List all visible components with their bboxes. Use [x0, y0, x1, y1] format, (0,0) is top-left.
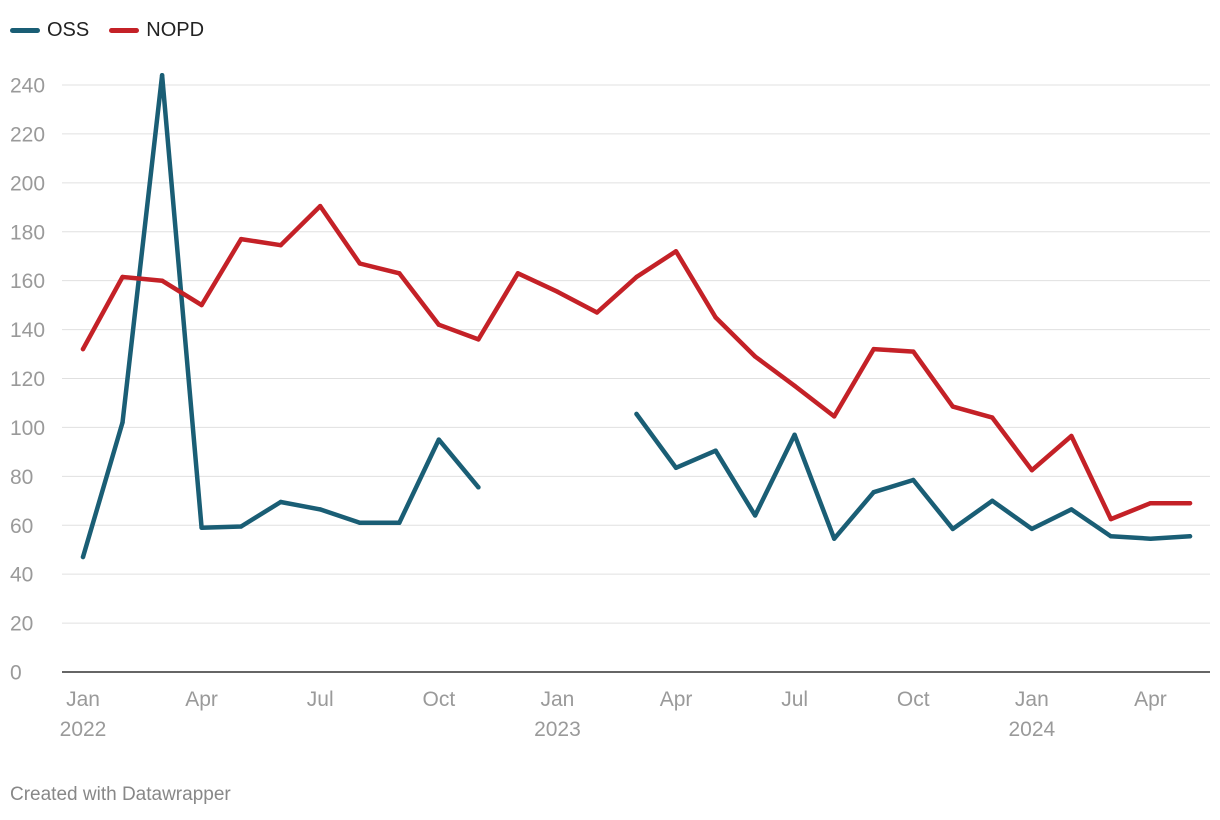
data-point-nopd [1108, 516, 1114, 522]
x-tick-label: Apr [1134, 688, 1167, 711]
data-point-nopd [911, 349, 916, 354]
data-point-nopd [436, 322, 441, 327]
data-point-nopd [515, 271, 521, 276]
data-point-nopd [752, 354, 758, 359]
x-tick-label: Jan [66, 688, 100, 711]
data-point-oss [1029, 526, 1035, 532]
data-point-nopd [1029, 468, 1035, 473]
data-point-oss [199, 525, 204, 530]
data-point-nopd [199, 302, 204, 308]
y-tick-label: 60 [10, 515, 33, 538]
data-point-oss [436, 437, 441, 442]
y-tick-label: 40 [10, 564, 33, 587]
x-tick-label: Oct [422, 688, 455, 711]
data-point-nopd [397, 271, 402, 276]
legend: OSS NOPD [10, 16, 224, 44]
x-tick-label: Apr [185, 688, 218, 711]
data-point-oss [1187, 534, 1193, 539]
data-point-oss [792, 432, 797, 437]
series-line-nopd [80, 203, 1193, 522]
legend-swatch-nopd [109, 27, 140, 33]
y-tick-label: 80 [10, 466, 33, 489]
data-point-oss [397, 520, 402, 525]
data-point-oss [1148, 536, 1153, 541]
data-point-nopd [950, 404, 955, 409]
credit-text: Created with Datawrapper [10, 784, 231, 805]
data-point-oss [871, 490, 876, 495]
legend-item-nopd[interactable]: NOPD [109, 19, 204, 42]
data-point-oss [357, 520, 362, 525]
y-tick-label: 200 [10, 172, 45, 195]
data-point-nopd [713, 315, 718, 320]
data-point-nopd [1148, 501, 1153, 506]
data-point-oss [159, 73, 165, 78]
x-tick-year-label: 2024 [1008, 718, 1055, 741]
y-tick-label: 20 [10, 613, 33, 636]
data-point-oss [1069, 507, 1074, 512]
x-axis: Jan 2022 Apr Jul Oct Jan 2023 Apr Jul Oct Jan 2024 A… [60, 671, 1210, 741]
legend-label-oss: OSS [47, 18, 90, 41]
series-layer [80, 72, 1193, 560]
data-point-oss [832, 536, 837, 541]
y-tick-label: 120 [10, 368, 45, 391]
data-point-nopd [792, 383, 797, 388]
data-point-nopd [634, 274, 639, 280]
y-tick-label: 140 [10, 319, 45, 342]
data-point-oss [990, 498, 995, 503]
data-point-oss [713, 448, 718, 453]
gridlines [62, 84, 1210, 624]
data-point-nopd [673, 249, 679, 254]
data-point-nopd [555, 289, 560, 294]
data-point-nopd [278, 243, 283, 248]
legend-item-oss[interactable]: OSS [10, 19, 89, 42]
x-tick-label: Jul [781, 688, 808, 711]
data-point-nopd [1187, 501, 1193, 506]
x-tick-label: Jan [1015, 688, 1049, 711]
y-axis: 0 20 40 60 80 100 120 140 160 180 200 220 240 [10, 75, 45, 685]
data-point-oss [752, 513, 758, 518]
data-point-oss [634, 411, 639, 417]
data-point-oss [950, 526, 955, 532]
data-point-nopd [357, 261, 362, 266]
data-point-nopd [832, 414, 837, 419]
x-tick-label: Apr [660, 688, 693, 711]
y-tick-label: 100 [10, 417, 45, 440]
data-point-oss [318, 507, 323, 512]
data-point-oss [238, 524, 244, 529]
data-point-nopd [990, 415, 995, 420]
data-point-oss [673, 465, 679, 470]
y-tick-label: 220 [10, 123, 45, 146]
x-tick-year-label: 2022 [60, 718, 107, 741]
data-point-oss [80, 554, 86, 560]
x-tick-label: Jan [540, 688, 574, 711]
data-point-nopd [594, 310, 600, 315]
data-point-nopd [1069, 433, 1074, 439]
data-point-oss [476, 485, 481, 490]
data-point-oss [911, 477, 916, 483]
y-tick-label: 0 [10, 662, 22, 685]
y-tick-label: 180 [10, 221, 45, 244]
x-tick-year-label: 2023 [534, 718, 581, 741]
data-point-nopd [120, 274, 125, 280]
y-tick-label: 160 [10, 270, 45, 293]
legend-label-nopd: NOPD [146, 18, 205, 41]
data-point-oss [278, 499, 283, 505]
y-tick-label: 240 [10, 75, 45, 98]
data-point-nopd [238, 236, 244, 242]
legend-swatch-oss [10, 27, 40, 33]
data-point-oss [1108, 534, 1114, 539]
x-tick-label: Jul [307, 688, 334, 711]
data-point-nopd [476, 337, 481, 342]
data-point-oss [120, 420, 125, 425]
series-line-oss [80, 72, 1193, 560]
x-tick-label: Oct [897, 688, 930, 711]
data-point-nopd [871, 346, 876, 352]
data-point-nopd [80, 346, 86, 352]
data-point-nopd [318, 203, 323, 209]
line-chart: 0 20 40 60 80 100 120 140 160 180 200 220 240 Jan 202… [10, 72, 1210, 741]
data-point-nopd [159, 278, 165, 283]
